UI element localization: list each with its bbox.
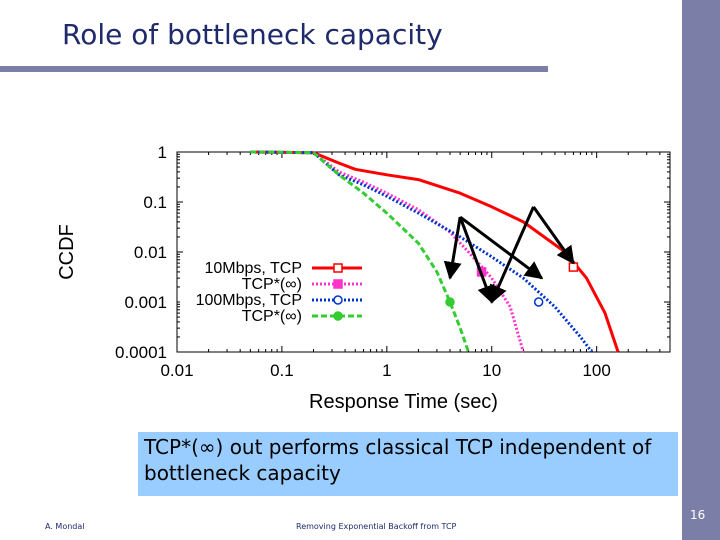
- legend-label: TCP*(∞): [242, 308, 302, 325]
- series-line-2: [250, 150, 594, 353]
- legend-swatch-marker: [333, 311, 343, 321]
- x-tick-label: 100: [582, 361, 610, 380]
- legend-swatch-marker: [333, 279, 343, 289]
- title-underline: [0, 66, 548, 72]
- side-accent-bar: [682, 0, 720, 540]
- x-tick-label: 10: [482, 361, 501, 380]
- legend-label: 10Mbps, TCP: [204, 260, 302, 277]
- x-tick-label: 0.1: [270, 361, 294, 380]
- series-marker-3: [445, 297, 455, 307]
- y-axis-label: CCDF: [56, 224, 78, 280]
- chart-annotations: [443, 205, 575, 304]
- series-line-3: [250, 150, 470, 353]
- ccdf-chart: 0.01 0.1 1 10 100 0.0001 0.001 0.01 0.1 1 Response…: [56, 143, 671, 413]
- annotation-arrow-4: [459, 215, 544, 280]
- legend-label: 100Mbps, TCP: [196, 292, 302, 309]
- x-tick-label: 0.01: [160, 361, 193, 380]
- legend-swatch-marker: [333, 263, 343, 273]
- y-tick-label: 0.01: [134, 243, 167, 262]
- y-tick-label: 0.0001: [115, 343, 167, 362]
- y-tick-label: 1: [158, 143, 167, 162]
- footer-title: Removing Exponential Backoff from TCP: [296, 522, 457, 531]
- page-number: 16: [690, 508, 706, 522]
- annotation-arrow-2: [490, 206, 535, 304]
- annotation-arrow-3: [532, 205, 575, 265]
- series-marker-0: [568, 262, 579, 272]
- y-tick-label: 0.1: [143, 193, 167, 212]
- x-tick-label: 1: [382, 361, 391, 380]
- legend-label: TCP*(∞): [242, 276, 302, 293]
- legend-swatch-marker: [333, 295, 343, 305]
- annotation-arrow-1: [458, 216, 495, 304]
- footer-author: A. Mondal: [45, 522, 85, 531]
- annotation-arrow-0: [443, 216, 462, 280]
- callout-box: TCP*(∞) out performs classical TCP indep…: [138, 432, 678, 496]
- y-tick-label: 0.001: [124, 293, 167, 312]
- chart-axes: 0.01 0.1 1 10 100 0.0001 0.001 0.01 0.1 1 Response…: [56, 143, 671, 413]
- series-line-0: [250, 150, 620, 353]
- x-axis-label: Response Time (sec): [309, 391, 498, 413]
- series-marker-2: [533, 297, 544, 307]
- slide-title: Role of bottleneck capacity: [62, 18, 443, 51]
